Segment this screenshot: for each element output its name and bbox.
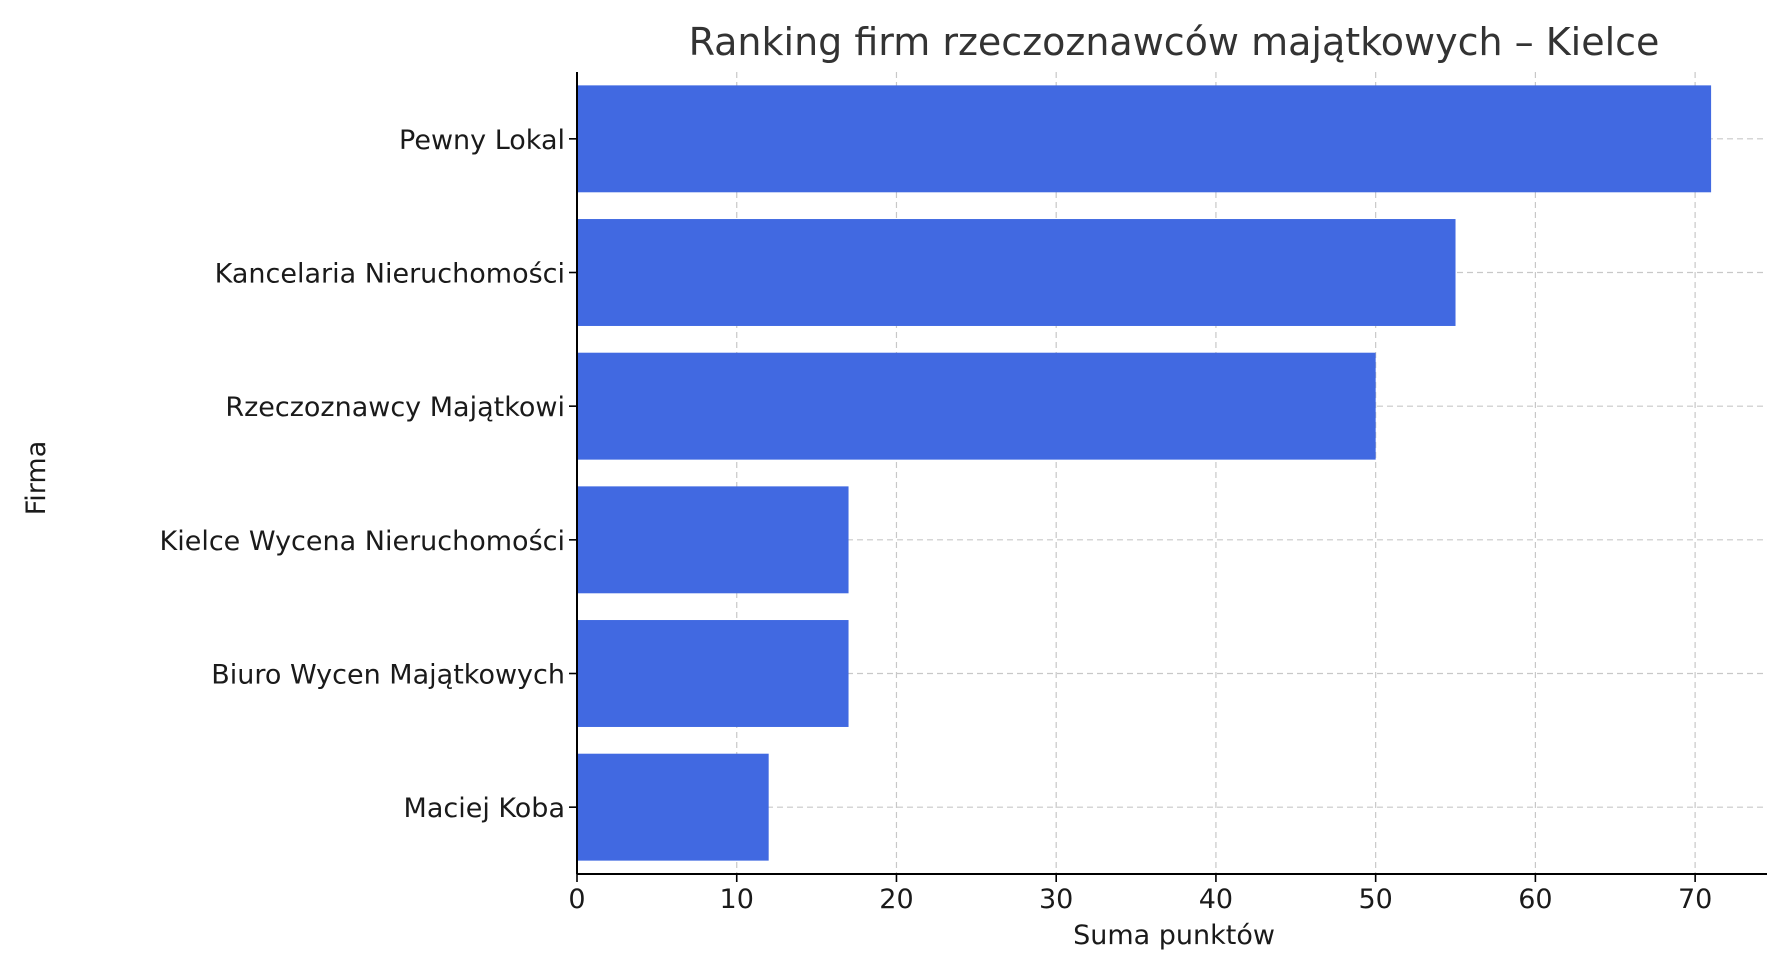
x-tick-label-3: 30: [1039, 884, 1073, 915]
y-category-label-0: Pewny Lokal: [399, 125, 565, 156]
chart-title: Ranking firm rzeczoznawców majątkowych –…: [689, 20, 1660, 64]
x-ticks: 0 10 20 30 40 50 60 70: [568, 874, 1712, 915]
x-tick-label-2: 20: [879, 884, 913, 915]
x-tick-label-6: 60: [1518, 884, 1552, 915]
bar-0: [577, 85, 1712, 193]
y-category-label-5: Maciej Koba: [404, 793, 565, 824]
y-categories: Pewny Lokal Kancelaria Nieruchomości Rzecz…: [160, 125, 577, 824]
bar-4: [577, 620, 849, 727]
y-axis-label: Firma: [21, 441, 52, 516]
y-category-label-3: Kielce Wycena Nieruchomości: [160, 526, 566, 557]
bar-5: [577, 753, 769, 861]
x-tick-label-0: 0: [568, 884, 585, 915]
y-category-label-4: Biuro Wycen Majątkowych: [211, 660, 565, 691]
x-tick-label-4: 40: [1199, 884, 1233, 915]
axes: [576, 72, 1767, 875]
bar-1: [577, 219, 1456, 326]
bars: [577, 85, 1712, 861]
x-tick-label-7: 70: [1678, 884, 1712, 915]
x-tick-label-5: 50: [1358, 884, 1392, 915]
bar-2: [577, 352, 1376, 460]
y-category-label-1: Kancelaria Nieruchomości: [215, 259, 565, 290]
y-category-label-2: Rzeczoznawcy Majątkowi: [225, 392, 565, 423]
bar-3: [577, 486, 849, 594]
x-axis-label: Suma punktów: [1073, 920, 1275, 951]
x-tick-label-1: 10: [720, 884, 754, 915]
